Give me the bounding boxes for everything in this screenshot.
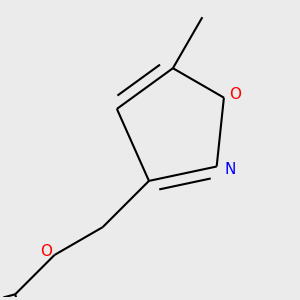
Text: O: O — [230, 87, 242, 102]
Text: N: N — [224, 162, 236, 177]
Text: O: O — [40, 244, 52, 259]
